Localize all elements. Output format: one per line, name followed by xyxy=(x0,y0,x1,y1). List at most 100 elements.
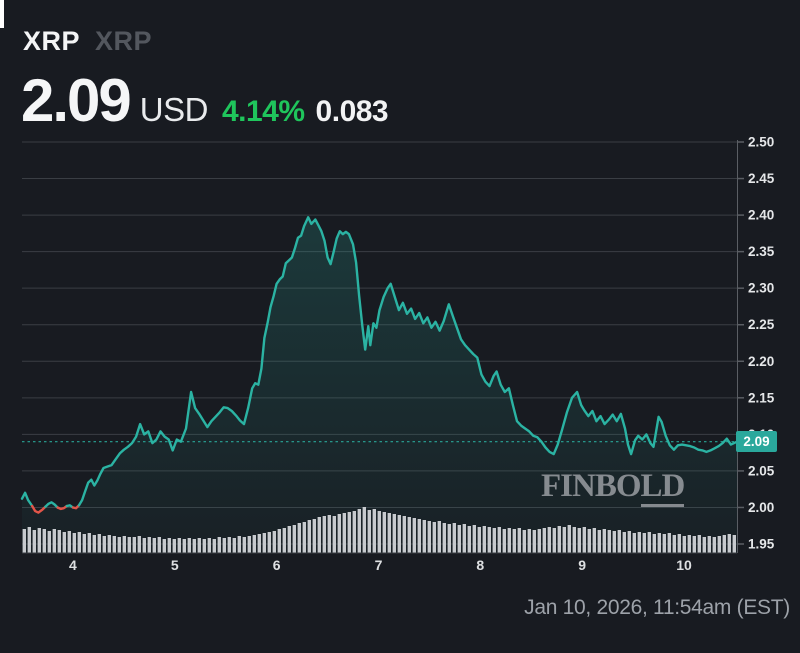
current-price-value: 2.09 xyxy=(21,67,132,134)
volume-bar xyxy=(537,529,541,553)
volume-bar xyxy=(172,539,176,553)
volume-bar xyxy=(387,513,391,553)
volume-bar xyxy=(637,532,641,553)
volume-bar xyxy=(607,530,611,553)
volume-bar xyxy=(572,527,576,553)
volume-bar xyxy=(712,537,716,553)
x-axis-label: 5 xyxy=(171,557,179,573)
volume-bar xyxy=(722,535,726,553)
volume-bar xyxy=(562,527,566,553)
volume-bar xyxy=(67,531,71,553)
volume-bar xyxy=(157,537,161,553)
volume-bar xyxy=(42,529,46,553)
volume-bar xyxy=(152,538,156,553)
price-line-up-segment xyxy=(20,491,34,508)
volume-bar xyxy=(532,530,536,553)
volume-bar xyxy=(377,511,381,553)
volume-bar xyxy=(217,537,221,553)
volume-bar xyxy=(642,533,646,553)
volume-bar xyxy=(597,530,601,553)
volume-bar xyxy=(277,529,281,553)
volume-bar xyxy=(182,539,186,553)
volume-bar xyxy=(512,529,516,553)
volume-bar xyxy=(82,534,86,553)
volume-bar xyxy=(47,531,51,553)
volume-bar xyxy=(497,527,501,553)
volume-bar xyxy=(397,515,401,553)
volume-bar xyxy=(402,516,406,553)
volume-bar xyxy=(727,534,731,553)
volume-bar xyxy=(447,524,451,553)
volume-bar xyxy=(192,539,196,553)
y-axis-label: 2.00 xyxy=(748,500,774,515)
volume-bar xyxy=(482,526,486,553)
price-area-fill xyxy=(22,217,737,554)
volume-bar xyxy=(167,538,171,553)
price-header: 2.09 USD 4.14% 0.083 xyxy=(21,66,389,135)
volume-bar xyxy=(682,536,686,553)
volume-bar xyxy=(687,535,691,553)
volume-bar xyxy=(122,536,126,553)
volume-bar xyxy=(522,530,526,553)
x-axis-label: 7 xyxy=(375,557,383,573)
x-axis-label: 8 xyxy=(476,557,484,573)
price-line-down-segment xyxy=(31,504,47,514)
volume-bar xyxy=(552,528,556,553)
volume-bar xyxy=(312,519,316,553)
price-line-up-segment xyxy=(77,216,739,507)
volume-bar xyxy=(267,532,271,553)
volume-bar xyxy=(227,537,231,553)
volume-bar xyxy=(27,527,31,553)
volume-bar xyxy=(87,533,91,553)
x-axis-label: 4 xyxy=(69,557,77,573)
volume-bar xyxy=(107,535,111,553)
volume-bar xyxy=(417,519,421,553)
volume-bar xyxy=(222,538,226,553)
volume-bar xyxy=(612,531,616,553)
x-axis-label: 10 xyxy=(676,557,692,573)
volume-bar xyxy=(372,509,376,553)
volume-bar xyxy=(507,528,511,553)
volume-bar xyxy=(567,525,571,553)
y-axis-label: 2.40 xyxy=(748,208,774,223)
volume-bar xyxy=(467,526,471,553)
volume-bar xyxy=(527,529,531,553)
volume-bar xyxy=(672,535,676,553)
volume-bar xyxy=(407,517,411,553)
volume-bar xyxy=(332,516,336,553)
volume-bar xyxy=(442,523,446,553)
volume-bar xyxy=(422,520,426,553)
volume-bar xyxy=(52,529,56,553)
volume-bar xyxy=(177,538,181,553)
volume-bar xyxy=(717,536,721,553)
volume-bar xyxy=(102,536,106,553)
volume-bar xyxy=(282,528,286,553)
volume-bar xyxy=(702,537,706,553)
volume-bar xyxy=(32,530,36,553)
price-change-absolute: 0.083 xyxy=(315,95,389,128)
volume-bar xyxy=(212,539,216,553)
volume-bar xyxy=(262,533,266,553)
volume-bar xyxy=(242,537,246,553)
volume-bar xyxy=(352,511,356,553)
y-axis-label: 2.15 xyxy=(748,390,775,405)
volume-bar xyxy=(22,529,26,553)
volume-bar xyxy=(492,528,496,553)
volume-bar xyxy=(622,532,626,553)
volume-bar xyxy=(57,530,61,553)
symbol-name: XRP xyxy=(23,26,81,56)
volume-bar xyxy=(257,534,261,553)
volume-bar xyxy=(652,534,656,553)
x-axis-label: 6 xyxy=(273,557,281,573)
volume-bar xyxy=(147,537,151,553)
volume-bar xyxy=(577,528,581,553)
chart-timestamp: Jan 10, 2026, 11:54am (EST) xyxy=(524,596,790,619)
volume-bar xyxy=(432,522,436,553)
volume-bar xyxy=(117,537,121,553)
y-axis-label: 2.45 xyxy=(748,171,775,186)
volume-bar xyxy=(487,527,491,553)
volume-bar xyxy=(37,528,41,553)
y-axis-label: 2.30 xyxy=(748,281,774,296)
